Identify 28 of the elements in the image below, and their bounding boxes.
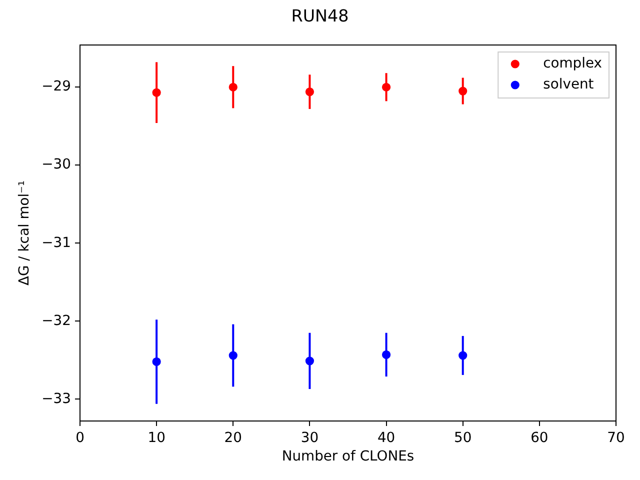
point — [458, 351, 468, 360]
point — [228, 82, 238, 92]
x-tick-label: 60 — [530, 430, 548, 446]
x-tick-label: 10 — [148, 430, 166, 446]
x-tick-label: 20 — [224, 430, 242, 446]
point — [152, 88, 161, 97]
y-axis-title: ΔG / kcal mol⁻¹ — [16, 180, 33, 286]
y-tick-label: −32 — [42, 312, 71, 329]
point — [228, 351, 238, 360]
y-tick-label: −29 — [42, 78, 71, 95]
chart-title: RUN48 — [291, 5, 349, 26]
point — [458, 86, 468, 96]
point — [305, 356, 314, 366]
x-axis-title: Number of CLONEs — [282, 448, 414, 465]
y-tick-label: −30 — [42, 156, 71, 173]
point — [152, 357, 161, 366]
x-tick-label: 50 — [454, 430, 472, 446]
point — [382, 82, 391, 92]
point — [382, 350, 391, 359]
legend-label: complex — [543, 56, 602, 72]
x-tick-label: 30 — [300, 430, 319, 446]
y-tick-label: −33 — [42, 390, 71, 407]
y-tick-label: −31 — [42, 234, 71, 251]
x-tick-label: 70 — [607, 430, 625, 446]
x-tick-label: 0 — [76, 430, 84, 446]
legend-label: solvent — [543, 76, 594, 93]
point — [305, 88, 314, 96]
x-tick-label: 40 — [377, 430, 396, 446]
